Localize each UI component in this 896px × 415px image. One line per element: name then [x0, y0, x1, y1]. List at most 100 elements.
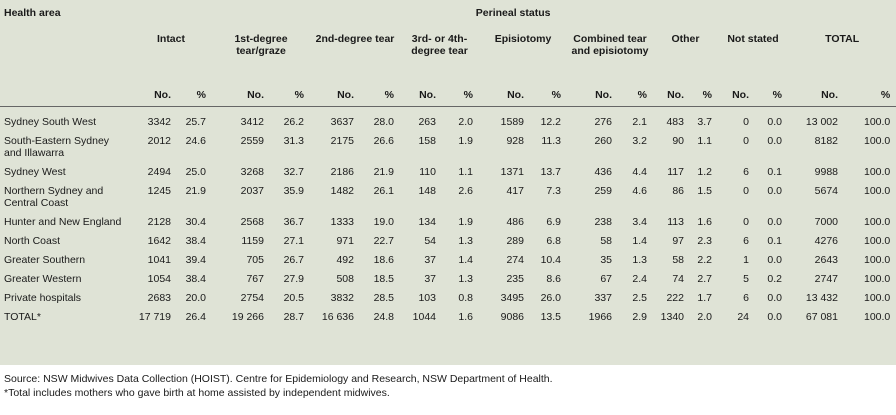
cell-percent: 100.0: [863, 311, 891, 323]
cell-percent: 1.3: [458, 273, 473, 285]
cell-count: 37: [424, 254, 436, 266]
cell-percent: 0.1: [767, 166, 782, 178]
cell-percent: 38.4: [185, 235, 206, 247]
cell-percent: 1.9: [458, 135, 473, 147]
cell-count: 1044: [412, 311, 436, 323]
cell-percent: 100.0: [863, 254, 891, 266]
cell-count: 705: [246, 254, 264, 266]
cell-percent: 1.7: [697, 292, 712, 304]
cell-percent: 24.8: [373, 311, 394, 323]
cell-count: 767: [246, 273, 264, 285]
unit-header-pct: %: [442, 77, 479, 107]
cell-count: 35: [600, 254, 612, 266]
group-header-second-degree: 2nd-degree tear: [315, 33, 395, 45]
cell-count: 3495: [500, 292, 524, 304]
cell-count: 16 636: [321, 311, 354, 323]
cell-percent: 35.9: [283, 185, 304, 197]
cell-count: 3832: [330, 292, 354, 304]
row-area-label: Greater Southern: [4, 254, 86, 266]
unit-header-pct: %: [844, 77, 896, 107]
cell-percent: 28.7: [283, 311, 304, 323]
cell-count: 0: [743, 216, 749, 228]
cell-count: 1966: [588, 311, 612, 323]
cell-count: 5: [743, 273, 749, 285]
cell-count: 289: [506, 235, 524, 247]
unit-header-pct: %: [690, 77, 718, 107]
table-container: Health area Perineal status Intact 1st-d…: [0, 0, 896, 365]
cell-percent: 20.0: [185, 292, 206, 304]
group-header-total: TOTAL: [825, 33, 860, 45]
unit-header-row: No.% No.% No.% No.% No.% No.% No.% No.% No.%: [0, 77, 896, 107]
cell-percent: 26.2: [283, 116, 304, 128]
health-area-header: Health area: [4, 7, 61, 19]
cell-count: 6: [743, 166, 749, 178]
cell-percent: 2.7: [697, 273, 712, 285]
cell-percent: 28.5: [373, 292, 394, 304]
cell-percent: 26.1: [373, 185, 394, 197]
unit-header-no: No.: [479, 77, 530, 107]
cell-count: 2747: [814, 273, 838, 285]
unit-header-pct: %: [360, 77, 400, 107]
cell-percent: 100.0: [863, 166, 891, 178]
cell-percent: 26.0: [540, 292, 561, 304]
cell-count: 971: [336, 235, 354, 247]
cell-percent: 0.8: [458, 292, 473, 304]
unit-header-pct: %: [530, 77, 567, 107]
row-area-label: South-Eastern Sydney and Illawarra: [4, 135, 110, 159]
cell-percent: 2.0: [458, 116, 473, 128]
cell-percent: 24.6: [185, 135, 206, 147]
cell-percent: 39.4: [185, 254, 206, 266]
cell-count: 259: [594, 185, 612, 197]
source-note: Source: NSW Midwives Data Collection (HO…: [4, 373, 553, 385]
cell-percent: 0.0: [767, 254, 782, 266]
cell-count: 1340: [660, 311, 684, 323]
cell-count: 483: [666, 116, 684, 128]
cell-count: 1642: [147, 235, 171, 247]
cell-count: 1041: [147, 254, 171, 266]
cell-percent: 19.0: [373, 216, 394, 228]
cell-count: 113: [667, 216, 684, 228]
cell-count: 2037: [240, 185, 264, 197]
cell-percent: 1.5: [697, 185, 712, 197]
cell-count: 1245: [147, 185, 171, 197]
cell-percent: 25.7: [185, 116, 206, 128]
cell-percent: 21.9: [373, 166, 394, 178]
cell-percent: 0.0: [767, 292, 782, 304]
cell-count: 222: [666, 292, 684, 304]
cell-count: 0: [743, 116, 749, 128]
cell-count: 2012: [147, 135, 171, 147]
group-header-combined: Combined tear and episiotomy: [571, 33, 649, 57]
group-header-first-degree: 1st-degree tear/graze: [234, 33, 288, 57]
cell-percent: 6.8: [546, 235, 561, 247]
cell-count: 274: [506, 254, 524, 266]
table-row: Sydney South West 3342 25.7 3412 26.2 3637 28.…: [0, 107, 896, 132]
cell-percent: 2.5: [632, 292, 647, 304]
cell-percent: 1.6: [697, 216, 712, 228]
cell-percent: 2.6: [458, 185, 473, 197]
cell-count: 58: [600, 235, 612, 247]
cell-count: 58: [672, 254, 684, 266]
cell-percent: 32.7: [283, 166, 304, 178]
cell-count: 0: [743, 135, 749, 147]
row-area-label: Greater Western: [4, 273, 82, 285]
cell-count: 436: [594, 166, 612, 178]
cell-count: 110: [419, 166, 436, 178]
cell-count: 6: [743, 292, 749, 304]
unit-header-no: No.: [718, 77, 755, 107]
cell-percent: 36.7: [283, 216, 304, 228]
cell-count: 1482: [330, 185, 354, 197]
unit-header-no: No.: [130, 77, 177, 107]
cell-percent: 2.3: [697, 235, 712, 247]
cell-count: 2494: [147, 166, 171, 178]
cell-percent: 1.1: [458, 166, 473, 178]
unit-header-no: No.: [788, 77, 844, 107]
cell-count: 2175: [330, 135, 354, 147]
cell-percent: 1.4: [632, 235, 647, 247]
cell-count: 67 081: [805, 311, 838, 323]
cell-percent: 18.5: [373, 273, 394, 285]
cell-percent: 100.0: [863, 216, 891, 228]
cell-count: 235: [506, 273, 524, 285]
cell-percent: 2.1: [632, 116, 647, 128]
cell-percent: 1.2: [697, 166, 712, 178]
cell-count: 417: [506, 185, 524, 197]
